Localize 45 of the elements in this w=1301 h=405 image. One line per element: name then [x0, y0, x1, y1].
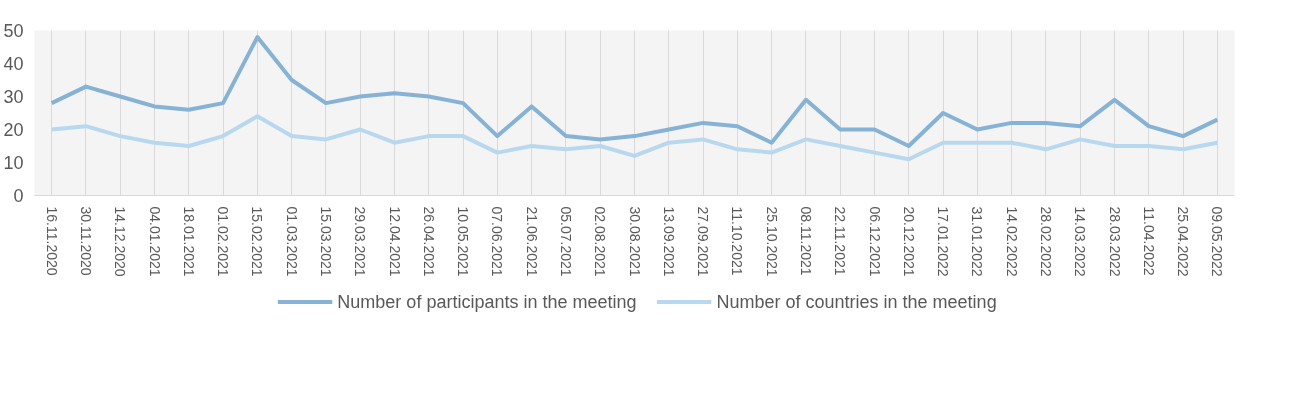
x-tick-label: 15.02.2021	[249, 206, 266, 277]
x-tick-label: 27.09.2021	[695, 206, 712, 277]
x-tick-label: 17.01.2022	[935, 206, 952, 277]
y-tick-label: 30	[3, 87, 24, 107]
x-tick-label: 30.11.2020	[77, 206, 94, 276]
y-tick-label: 0	[13, 186, 24, 206]
x-tick-label: 31.01.2022	[969, 206, 986, 277]
x-tick-label: 11.04.2022	[1140, 206, 1157, 276]
x-tick-label: 09.05.2022	[1209, 206, 1226, 277]
x-tick-label: 25.04.2022	[1175, 206, 1192, 277]
x-tick-label: 20.12.2021	[900, 206, 917, 277]
legend-label: Number of participants in the meeting	[337, 291, 637, 312]
line-series	[49, 35, 1220, 148]
x-tick-label: 29.03.2021	[352, 206, 369, 277]
line-series	[49, 114, 1220, 162]
x-tick-label: 02.08.2021	[592, 206, 609, 277]
x-tick-label: 01.02.2021	[215, 206, 232, 277]
y-tick-label: 40	[3, 54, 24, 74]
x-tick-label: 21.06.2021	[523, 206, 540, 277]
x-tick-label: 10.05.2021	[455, 206, 472, 277]
y-tick-label: 20	[3, 120, 24, 140]
x-tick-label: 04.01.2021	[146, 206, 163, 277]
x-tick-label: 16.11.2020	[43, 206, 60, 276]
x-tick-label: 13.09.2021	[660, 206, 677, 277]
x-tick-label: 06.12.2021	[866, 206, 883, 277]
x-tick-label: 12.04.2021	[386, 206, 403, 277]
x-tick-label: 05.07.2021	[557, 206, 574, 277]
legend-label: Number of countries in the meeting	[716, 291, 997, 312]
x-tick-label: 22.11.2021	[832, 206, 849, 276]
x-tick-label: 15.03.2021	[317, 206, 334, 277]
x-tick-label: 14.12.2020	[112, 206, 129, 277]
x-tick-label: 11.10.2021	[729, 206, 746, 276]
x-tick-label: 07.06.2021	[489, 206, 506, 277]
x-tick-label: 01.03.2021	[283, 206, 300, 277]
y-tick-label: 10	[3, 153, 24, 173]
x-tick-label: 18.01.2021	[180, 206, 197, 277]
x-tick-label: 14.03.2022	[1072, 206, 1089, 277]
x-tick-label: 30.08.2021	[626, 206, 643, 277]
y-tick-label: 50	[3, 21, 24, 41]
x-tick-label: 28.03.2022	[1106, 206, 1123, 277]
x-tick-label: 14.02.2022	[1003, 206, 1020, 277]
x-tick-label: 26.04.2021	[420, 206, 437, 277]
x-tick-label: 25.10.2021	[763, 206, 780, 277]
x-tick-label: 08.11.2021	[797, 206, 814, 276]
x-tick-label: 28.02.2022	[1037, 206, 1054, 277]
